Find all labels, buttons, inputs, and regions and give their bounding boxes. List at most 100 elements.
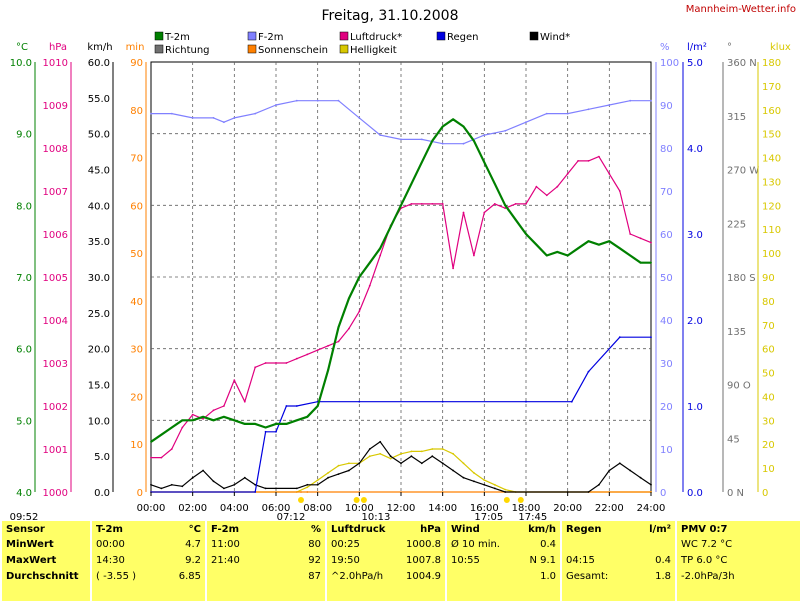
axis-left-tick: 10.0: [10, 58, 32, 69]
series-wind-point: [316, 483, 319, 486]
series-t2m-point: [295, 419, 298, 422]
series-wind-point: [202, 469, 205, 472]
series-luftdruck-point: [441, 203, 444, 205]
axis-left-tick: 60: [130, 201, 143, 212]
x-tick-label: 20:00: [553, 503, 582, 514]
stats-header-unit: °C: [188, 524, 201, 535]
x-tick-label: 10:00: [345, 503, 374, 514]
axis-right-tick: 225: [727, 219, 746, 230]
series-wind-point: [473, 480, 475, 483]
series-helligkeit-point: [327, 472, 329, 474]
series-luftdruck-point: [316, 349, 319, 351]
series-helligkeit-point: [389, 457, 392, 460]
axis-left-tick: 30.0: [88, 273, 110, 284]
series-wind-point: [410, 455, 413, 458]
series-t2m-point: [379, 247, 382, 250]
series-wind-point: [483, 483, 486, 486]
stats-cell-time: 11:00: [211, 539, 240, 550]
axis-right-tick: 270 W: [727, 166, 759, 177]
x-tick-label: 18:00: [512, 503, 541, 514]
stats-row: 87: [211, 570, 321, 584]
legend-swatch-sonnenschein: [247, 44, 257, 54]
stats-cell-time: 14:30: [96, 555, 125, 566]
series-t2m-point: [525, 233, 527, 235]
series-t2m-point: [170, 426, 173, 429]
stats-cell-value: 80: [308, 539, 321, 550]
series-luftdruck-point: [639, 237, 642, 240]
series-wind-point: [504, 491, 507, 493]
series-luftdruck-point: [598, 155, 600, 158]
stats-cell: Durchschnitt: [6, 571, 79, 582]
series-f2m-point: [525, 121, 527, 124]
legend-swatch-regen: [436, 31, 446, 41]
series-regen-point: [264, 430, 267, 433]
series-luftdruck-point: [285, 362, 288, 364]
series-helligkeit-point: [368, 455, 371, 458]
sun-events: 09:52 07:12 10:13 17:05 17:45: [10, 497, 547, 521]
axis-right-tick: 160: [762, 106, 781, 117]
stats-row: 14:30 9.2: [96, 554, 201, 568]
stats-row: 19:50 1007.8: [331, 554, 441, 568]
stats-cell-value: N 9.1: [529, 555, 556, 566]
axis-left-tick: 40.0: [88, 201, 110, 212]
series-luftdruck-point: [577, 160, 579, 162]
axis-left-unit-sonnenschein: min: [126, 42, 145, 53]
stats-cell: -2.0hPa/3h: [681, 571, 735, 582]
series-helligkeit-point: [410, 450, 413, 453]
series-wind-point: [608, 469, 611, 472]
series-wind-point: [493, 487, 496, 490]
axis-left-tick: 0.0: [94, 488, 110, 499]
axis-left-tick: 50.0: [88, 130, 110, 141]
series-wind-point: [170, 483, 173, 486]
series-luftdruck-point: [650, 241, 652, 244]
series-regen-point: [525, 400, 527, 403]
stats-cell-value: 1007.8: [406, 555, 441, 566]
stats-header: Regen l/m²: [566, 523, 671, 537]
series-wind-point: [618, 462, 621, 465]
axis-right-tick: 40: [660, 316, 673, 327]
axis-right-tick: 150: [762, 130, 781, 141]
axis-left-tick: 60.0: [88, 58, 110, 69]
axis-right-tick: 0 N: [727, 488, 744, 499]
series-f2m-point: [400, 138, 402, 141]
axis-left-tick: 9.0: [16, 130, 32, 141]
series-wind-point: [462, 476, 465, 479]
series-wind-point: [191, 476, 194, 479]
axis-right-tick: 4.0: [687, 144, 703, 155]
series-luftdruck-point: [243, 400, 246, 403]
series-f2m-point: [587, 108, 590, 111]
series-wind-point: [639, 476, 642, 479]
series-wind-point: [379, 440, 382, 443]
series-wind-point: [254, 483, 257, 486]
series-luftdruck-point: [191, 413, 194, 416]
axis-right-tick: 100: [660, 58, 679, 69]
axis-right-tick: 180: [762, 58, 781, 69]
series-f2m-point: [275, 104, 277, 106]
legend-label-f2m: F-2m: [258, 32, 283, 43]
axis-right-tick: 60: [762, 345, 775, 356]
stats-cell-time: 19:50: [331, 555, 360, 566]
series-wind-point: [629, 469, 632, 472]
series-t2m-point: [348, 297, 350, 300]
legend-label-regen: Regen: [447, 32, 479, 43]
axis-left-tick: 0: [137, 488, 143, 499]
axis-right-tick: 80: [660, 144, 673, 155]
series-luftdruck-point: [368, 284, 371, 287]
stats-column: PMV 0:7 WC 7.2 °C TP 6.0 °C -2.0hPa/3h: [675, 521, 800, 601]
series-t2m-point: [368, 261, 371, 264]
stats-header-unit: km/h: [528, 524, 556, 535]
axis-right-tick: 5.0: [687, 58, 703, 69]
series-t2m-point: [160, 433, 163, 436]
stats-column: Regen l/m² 04:15 0.4 Gesamt: 1.8: [560, 521, 675, 601]
axis-left-tick: 10: [130, 440, 143, 451]
series-luftdruck-point: [233, 379, 236, 382]
series-wind-point: [420, 462, 423, 465]
series-f2m-point: [170, 112, 173, 115]
stats-cell-value: 4.7: [185, 539, 201, 550]
stats-row: Durchschnitt: [6, 570, 86, 584]
stats-cell-value: 1004.9: [406, 571, 441, 582]
x-tick-label: 24:00: [637, 503, 666, 514]
stats-cell-time: 10:55: [451, 555, 480, 566]
sun-event-label: 17:05: [474, 512, 503, 521]
stats-header-unit: l/m²: [649, 524, 671, 535]
